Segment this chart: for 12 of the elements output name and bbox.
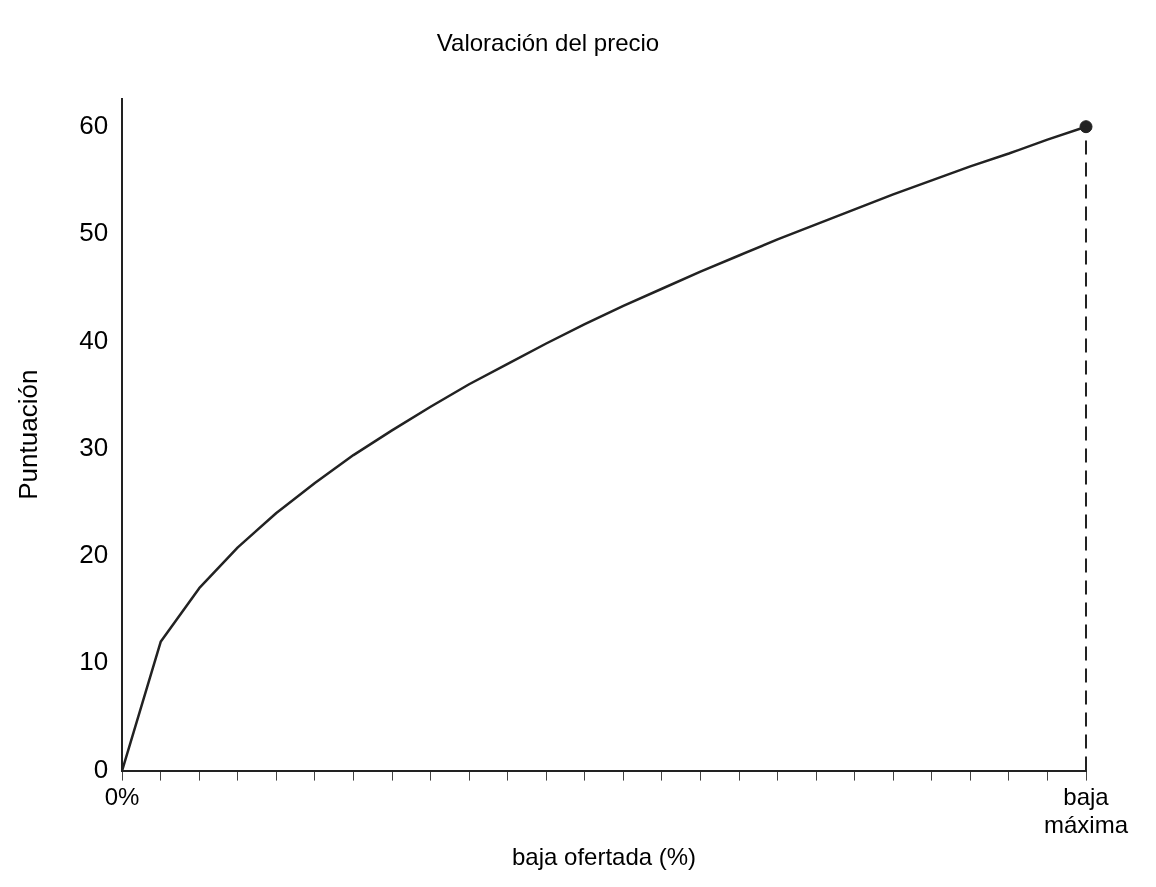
y-tick-label: 50: [79, 217, 109, 248]
y-axis-title: Puntuación: [12, 369, 43, 500]
y-tick-label: 10: [79, 646, 109, 677]
y-tick-label: 40: [79, 324, 109, 355]
chart-title: Valoración del precio: [436, 29, 660, 57]
y-tick-label: 0: [93, 753, 109, 784]
x-axis-title: baja ofertada (%): [512, 843, 697, 871]
y-tick-label: 30: [79, 431, 109, 462]
y-tick-label: 60: [79, 109, 109, 140]
x-tick-label: 0%: [104, 782, 140, 810]
x-tick-label: baja máxima: [1043, 782, 1129, 839]
y-tick-label: 20: [79, 539, 109, 570]
